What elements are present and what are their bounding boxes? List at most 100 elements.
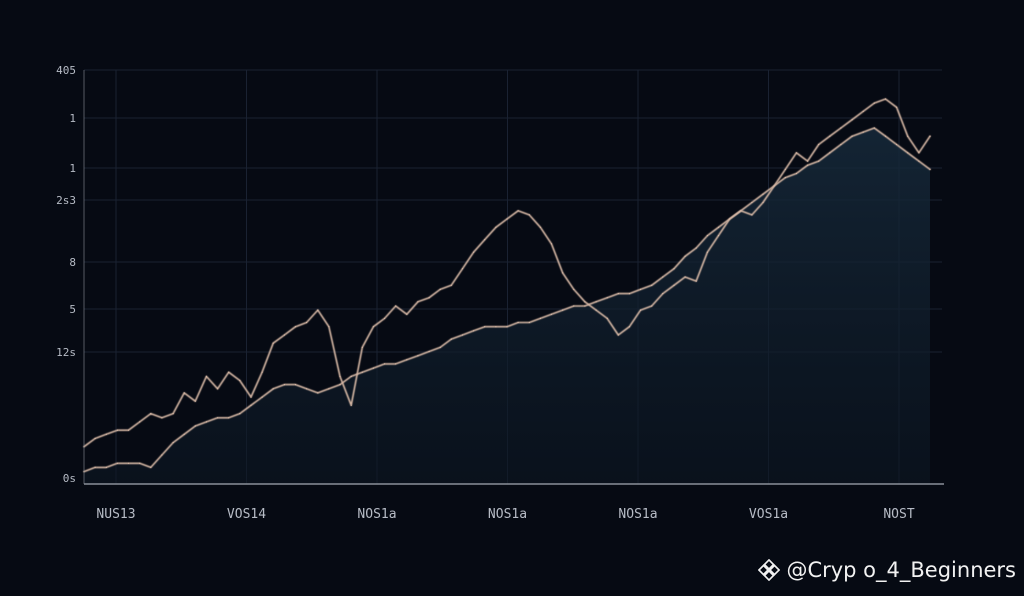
data-point bbox=[550, 313, 553, 315]
data-point bbox=[384, 363, 386, 365]
data-point bbox=[350, 404, 352, 406]
data-point bbox=[862, 131, 864, 133]
data-point bbox=[428, 297, 430, 299]
data-point bbox=[484, 326, 486, 328]
watermark: @Cryp o_4_Beginners bbox=[758, 558, 1016, 582]
data-point bbox=[740, 210, 742, 212]
data-point bbox=[217, 388, 219, 390]
data-point bbox=[450, 338, 452, 340]
data-point bbox=[417, 301, 419, 303]
data-point bbox=[439, 346, 441, 348]
data-point bbox=[918, 160, 920, 162]
data-point bbox=[116, 429, 118, 431]
data-point bbox=[562, 272, 564, 274]
data-point bbox=[918, 152, 920, 154]
data-point bbox=[317, 309, 319, 311]
data-point bbox=[851, 135, 853, 137]
data-point bbox=[361, 371, 363, 373]
data-point bbox=[539, 317, 542, 319]
data-point bbox=[406, 313, 408, 315]
data-point bbox=[261, 396, 263, 398]
data-point bbox=[573, 288, 575, 290]
data-point bbox=[473, 251, 475, 253]
data-point bbox=[717, 235, 720, 237]
data-point bbox=[884, 98, 887, 100]
data-point bbox=[617, 293, 619, 295]
data-point bbox=[673, 284, 675, 286]
x-tick-label: NOS1a bbox=[488, 507, 527, 522]
area-fill bbox=[84, 128, 930, 484]
data-point bbox=[105, 466, 107, 468]
data-point bbox=[317, 392, 319, 394]
data-point bbox=[640, 309, 642, 311]
data-point bbox=[339, 375, 341, 377]
line-series bbox=[83, 98, 931, 473]
y-tick-label: 1 bbox=[69, 162, 76, 175]
data-point bbox=[751, 214, 753, 216]
data-point bbox=[272, 388, 274, 390]
data-point bbox=[573, 305, 575, 307]
data-point bbox=[172, 413, 174, 415]
data-point bbox=[283, 384, 285, 386]
data-point bbox=[807, 160, 809, 162]
y-tick-label: 0s bbox=[63, 472, 76, 485]
data-point bbox=[751, 201, 753, 204]
x-tick-label: VOS1a bbox=[749, 507, 788, 522]
y-tick-label: 8 bbox=[69, 256, 76, 269]
data-point bbox=[662, 276, 664, 278]
y-tick-labels: 405 1 1 2s3 8 5 12s 0s bbox=[56, 64, 76, 485]
data-point bbox=[105, 433, 107, 435]
data-point bbox=[929, 168, 931, 170]
data-point bbox=[617, 334, 619, 336]
data-point bbox=[417, 355, 419, 357]
data-point bbox=[94, 437, 96, 440]
data-point bbox=[640, 288, 642, 290]
data-point bbox=[306, 388, 308, 390]
data-point bbox=[183, 392, 185, 394]
data-point bbox=[539, 226, 542, 228]
data-point bbox=[517, 210, 519, 212]
x-tick-label: NOS1a bbox=[357, 507, 396, 522]
data-point bbox=[473, 330, 475, 332]
data-point bbox=[706, 235, 709, 237]
data-point bbox=[372, 326, 374, 328]
data-point bbox=[339, 384, 341, 386]
y-tick-label: 2s3 bbox=[56, 194, 76, 207]
data-point bbox=[272, 342, 274, 344]
x-tick-labels: NUS13 VOS14 NOS1a NOS1a NOS1a VOS1a NOST bbox=[96, 507, 914, 522]
data-point bbox=[684, 276, 686, 278]
data-point bbox=[161, 454, 163, 456]
data-point bbox=[695, 247, 697, 249]
data-point bbox=[584, 305, 586, 307]
data-point bbox=[461, 334, 464, 336]
y-tick-label: 405 bbox=[56, 64, 76, 77]
data-point bbox=[807, 164, 809, 166]
x-tick-label: NOST bbox=[883, 507, 914, 522]
data-point bbox=[450, 284, 452, 286]
data-point bbox=[528, 321, 530, 324]
data-point bbox=[595, 309, 597, 311]
axes bbox=[83, 70, 944, 485]
data-point bbox=[550, 243, 553, 245]
y-tick-label: 5 bbox=[69, 303, 76, 316]
data-point bbox=[372, 367, 374, 369]
data-point bbox=[350, 375, 352, 377]
data-point bbox=[306, 321, 308, 324]
data-point bbox=[829, 135, 831, 137]
data-point bbox=[706, 251, 709, 253]
data-point bbox=[907, 152, 909, 154]
data-point bbox=[818, 143, 820, 146]
data-point bbox=[528, 214, 530, 216]
data-point bbox=[762, 201, 764, 204]
data-point bbox=[217, 417, 219, 419]
data-point bbox=[250, 404, 252, 406]
data-point bbox=[150, 466, 152, 468]
data-point bbox=[896, 143, 898, 146]
data-point bbox=[294, 384, 297, 386]
data-point bbox=[395, 363, 397, 365]
data-point bbox=[651, 284, 653, 286]
data-point bbox=[205, 421, 207, 423]
x-tick-label: NOS1a bbox=[618, 507, 657, 522]
data-point bbox=[862, 110, 864, 112]
